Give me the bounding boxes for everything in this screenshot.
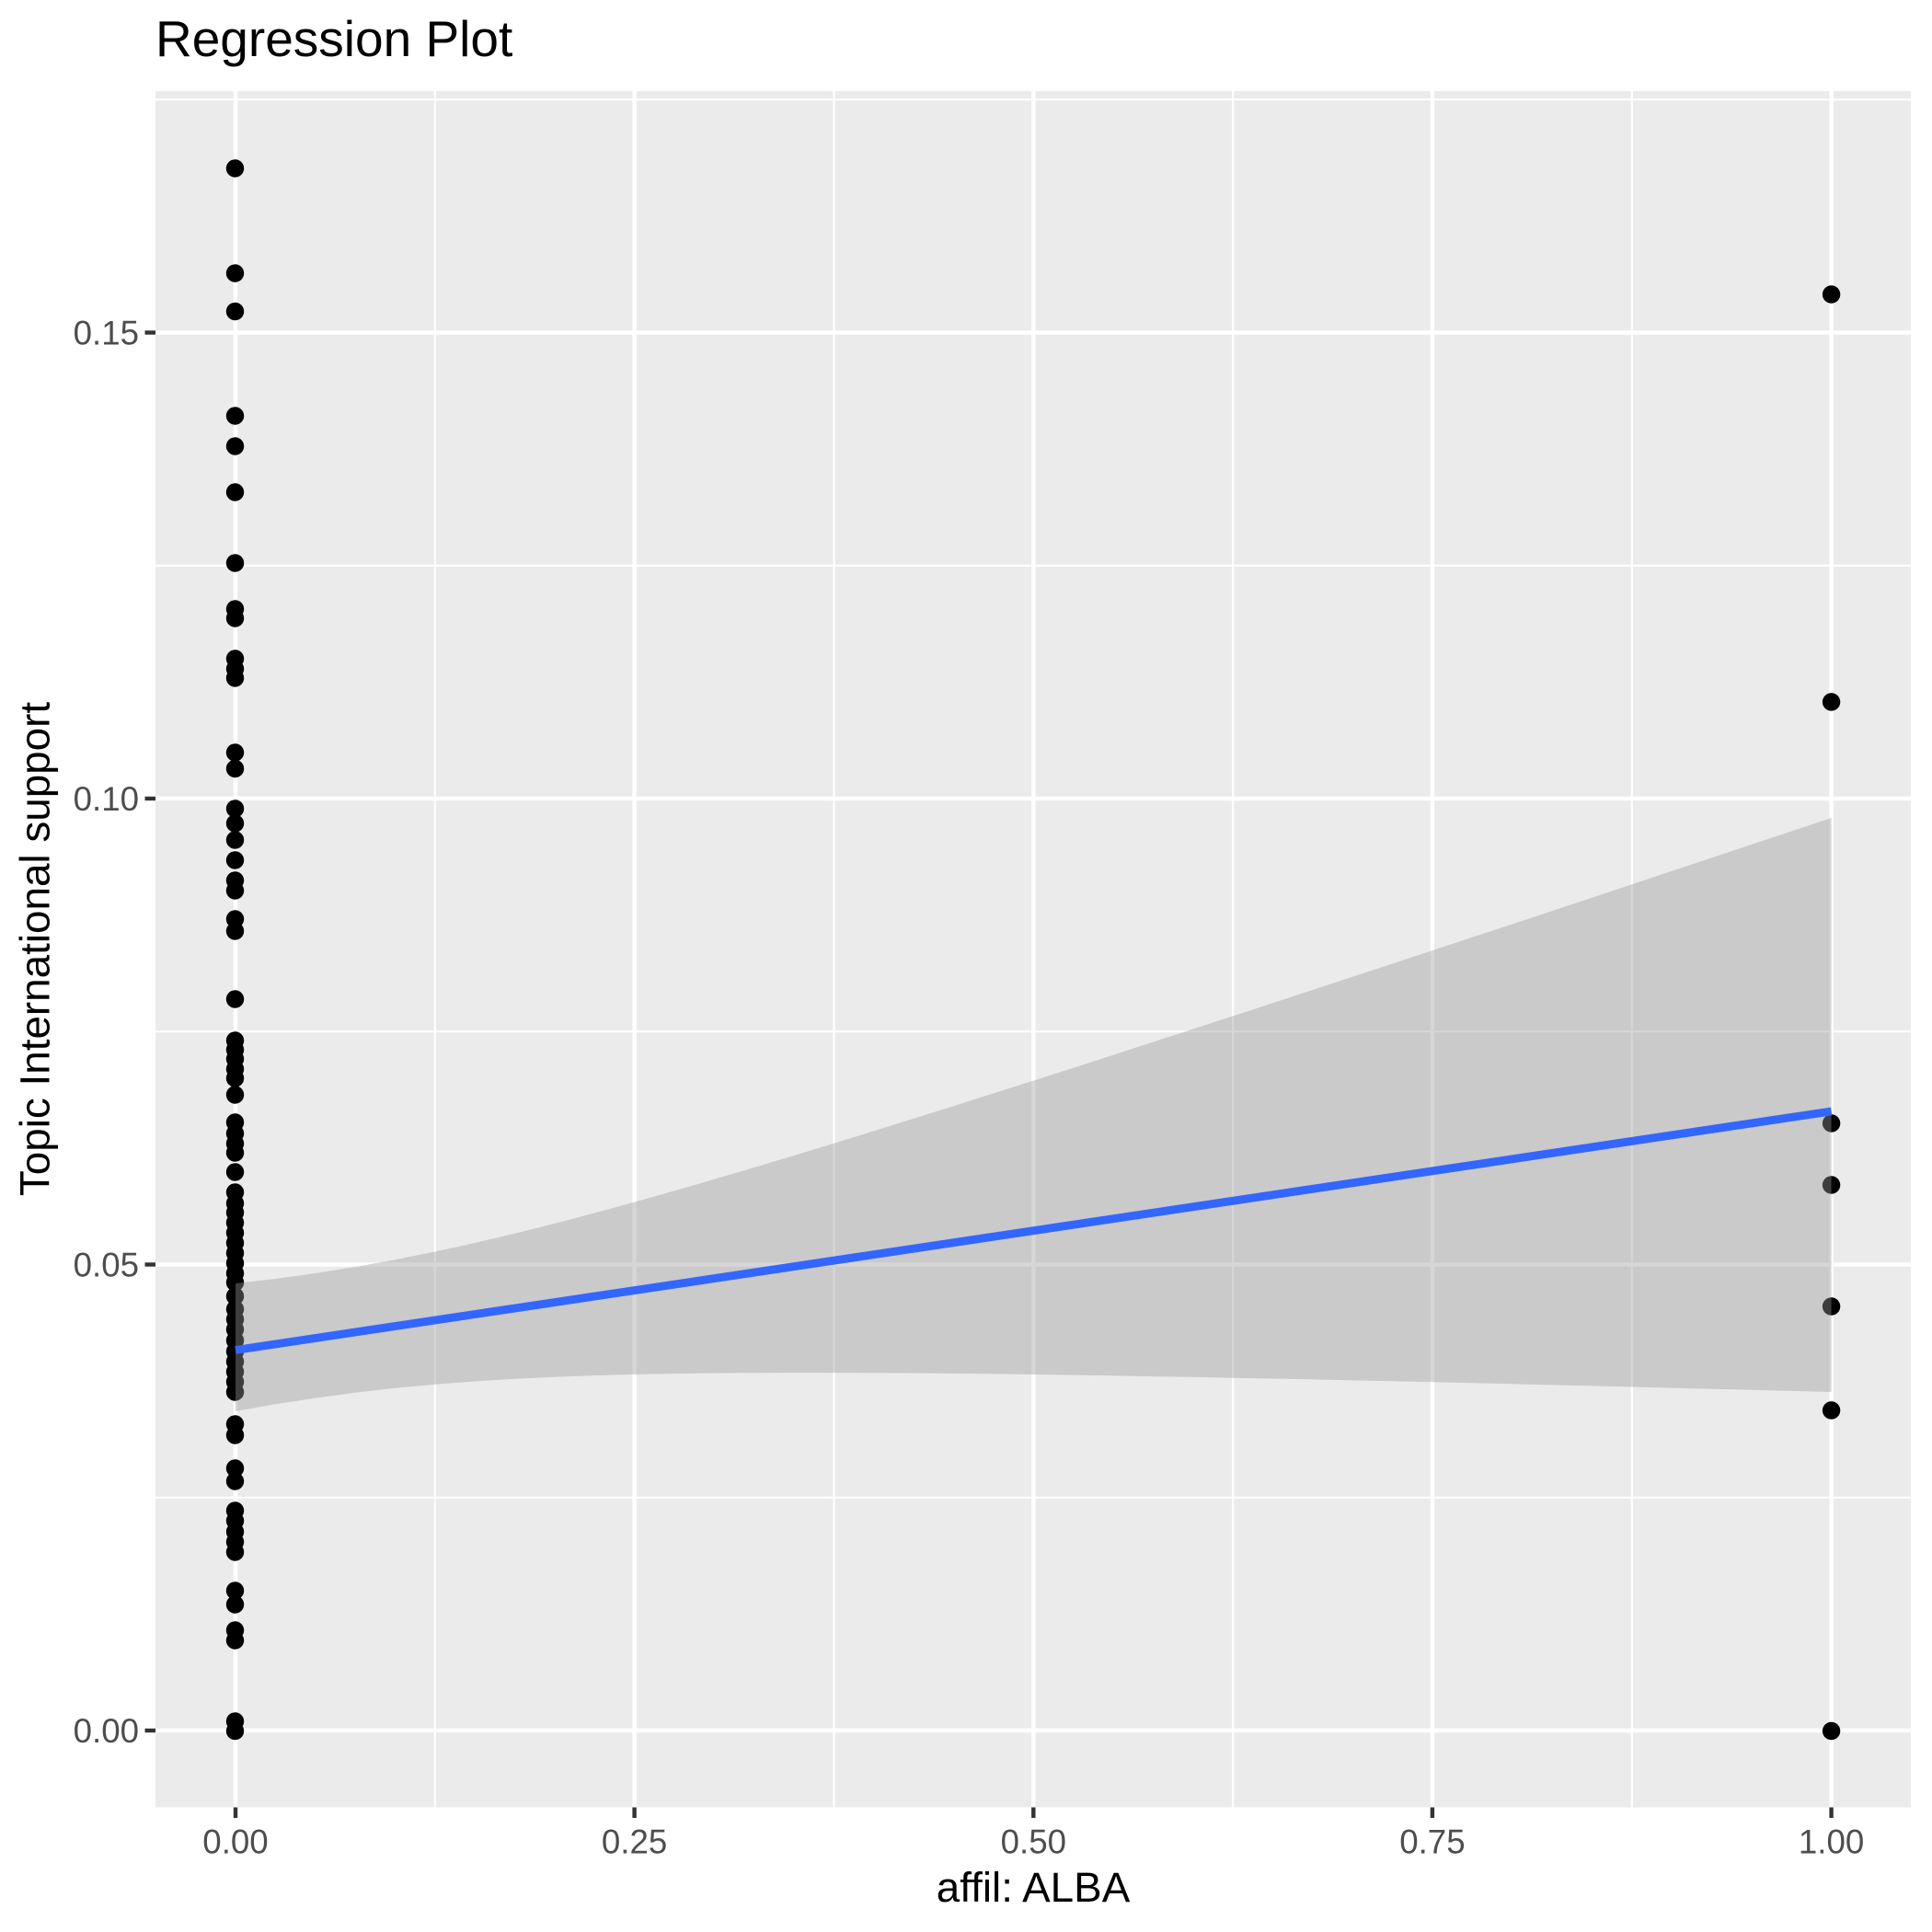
svg-text:0.50: 0.50 bbox=[1001, 1823, 1066, 1861]
svg-text:Regression Plot: Regression Plot bbox=[155, 10, 512, 67]
svg-text:0.00: 0.00 bbox=[74, 1712, 139, 1750]
svg-text:0.75: 0.75 bbox=[1399, 1823, 1465, 1861]
svg-text:0.05: 0.05 bbox=[74, 1247, 139, 1284]
svg-text:0.10: 0.10 bbox=[74, 780, 139, 818]
svg-text:affil: ALBA: affil: ALBA bbox=[937, 1864, 1131, 1911]
svg-text:0.25: 0.25 bbox=[602, 1823, 667, 1861]
svg-text:0.00: 0.00 bbox=[202, 1823, 268, 1861]
svg-text:Topic International support: Topic International support bbox=[11, 702, 58, 1196]
svg-text:1.00: 1.00 bbox=[1799, 1823, 1864, 1861]
svg-text:0.15: 0.15 bbox=[74, 315, 139, 352]
